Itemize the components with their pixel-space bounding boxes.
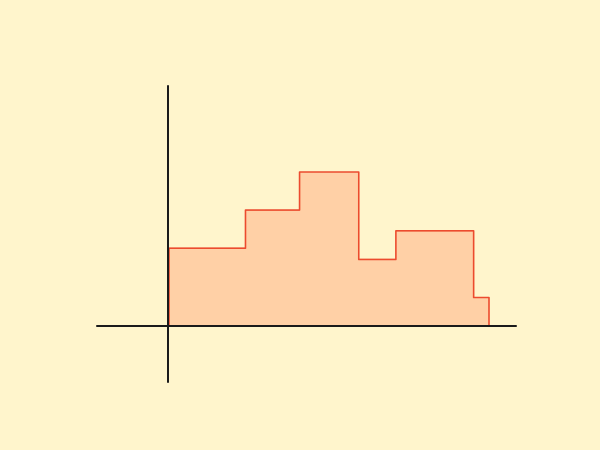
step-bar-5	[395, 230, 475, 326]
series-step-line	[168, 171, 490, 326]
step-bar-2	[245, 210, 301, 326]
step-bar-3	[299, 172, 360, 326]
step-bar-4	[358, 259, 397, 326]
step-bar-6	[473, 297, 490, 326]
chart-marks	[168, 171, 490, 326]
step-bar-1	[169, 248, 247, 326]
